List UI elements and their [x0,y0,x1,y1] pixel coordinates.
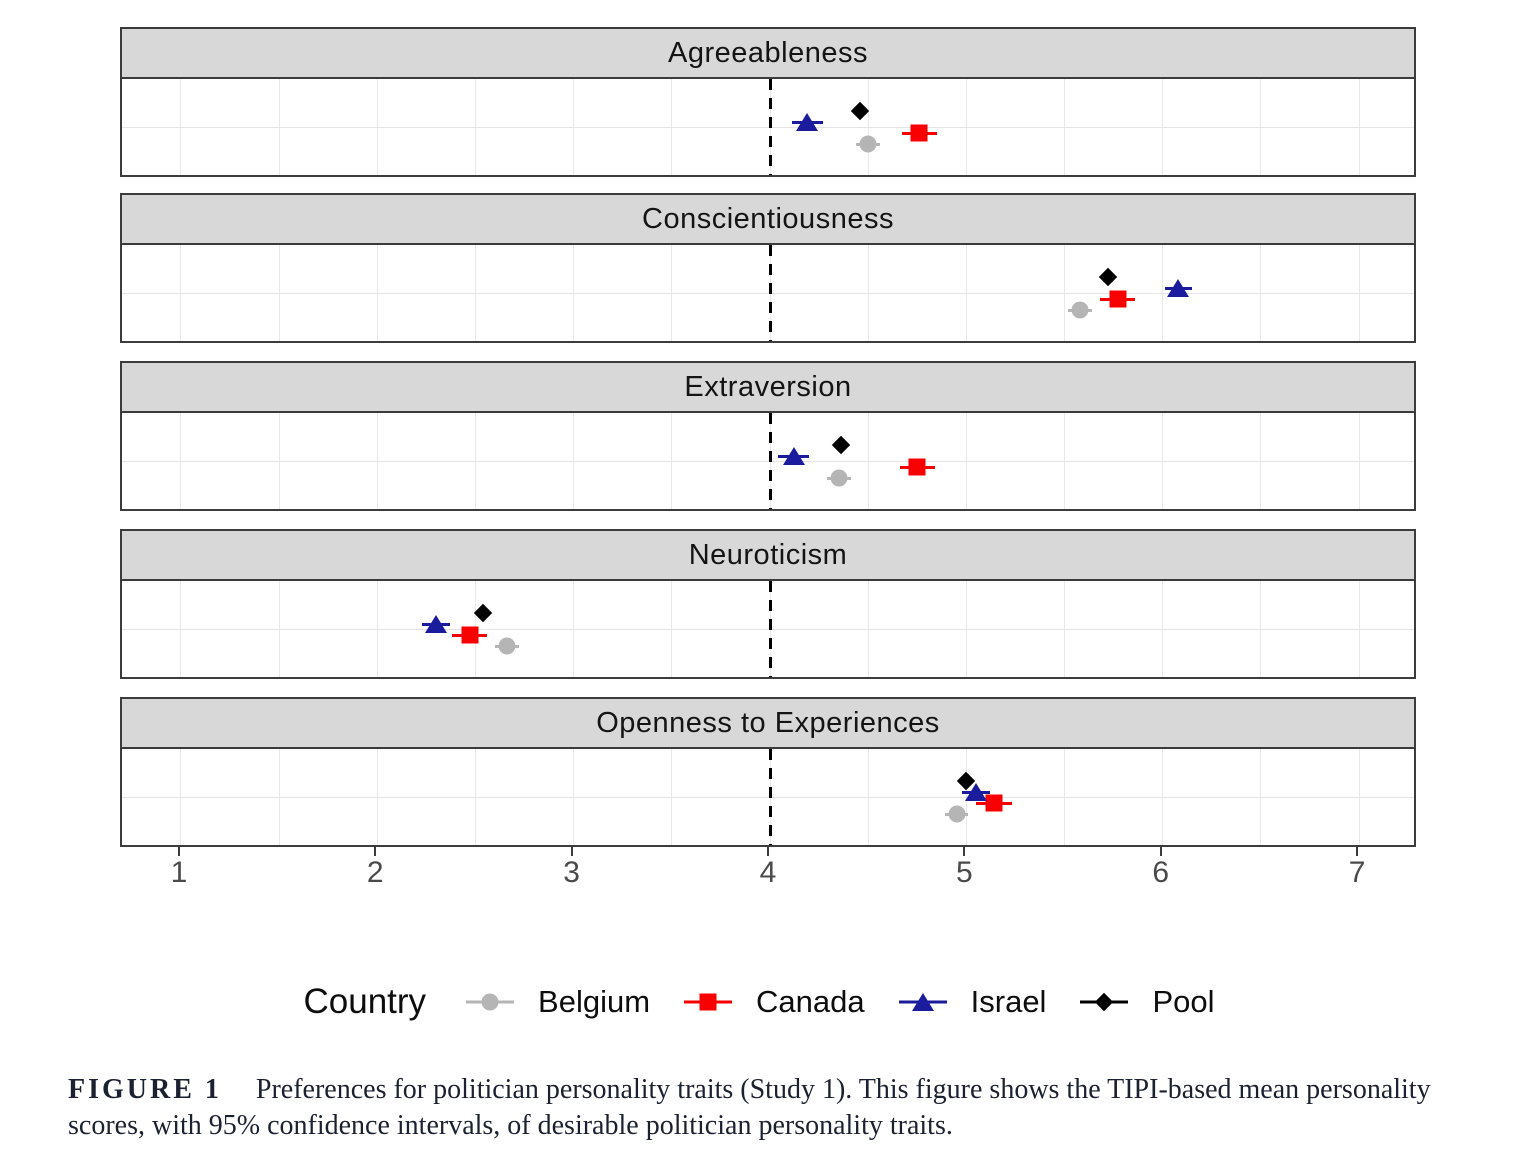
point-pool-neuroticism [474,603,493,623]
point-belgium-openness-to-experiences [948,805,966,823]
x-axis-tick-6 [1159,847,1162,856]
figure-caption: FIGURE 1 Preferences for politician perso… [68,1072,1458,1143]
point-belgium-neuroticism [498,637,516,655]
facet-strip-extraversion: Extraversion [120,361,1416,413]
point-canada-neuroticism [461,626,479,644]
facet-strip-conscientiousness: Conscientiousness [120,193,1416,245]
legend-label-belgium: Belgium [538,984,651,1019]
legend-marker-belgium [481,993,499,1011]
gridline-horizontal [122,293,1414,294]
point-canada-openness-to-experiences [985,794,1003,812]
legend-marker-pool [1095,992,1114,1012]
point-canada-extraversion [908,458,926,476]
x-axis-label-1: 1 [170,856,188,889]
facet-title: Openness to Experiences [596,706,940,739]
legend-label-israel: Israel [970,984,1047,1019]
x-axis-label-2: 2 [366,856,384,889]
reference-line-4 [768,581,772,677]
legend-marker-canada [699,993,717,1011]
point-belgium-conscientiousness [1071,301,1089,319]
facet-panel-neuroticism [120,581,1416,679]
legend-label-pool: Pool [1152,984,1215,1019]
facet-panel-openness-to-experiences [120,749,1416,847]
point-israel-conscientiousness [1167,279,1190,297]
israel-triangle-icon [898,985,947,1019]
facet-panel-agreeableness [120,79,1416,177]
gridline-horizontal [122,461,1414,462]
gridline-horizontal [122,797,1414,798]
facet-strip-openness-to-experiences: Openness to Experiences [120,697,1416,749]
point-canada-agreeableness [910,124,928,142]
point-pool-conscientiousness [1098,267,1117,287]
x-axis-label-6: 6 [1152,856,1170,889]
facet-panel-extraversion [120,413,1416,511]
point-israel-neuroticism [425,615,448,633]
facet-title: Conscientiousness [642,202,894,235]
legend-item-pool: Pool [1080,984,1215,1020]
reference-line-4 [768,79,772,175]
gridline-horizontal [122,629,1414,630]
facet-panel-conscientiousness [120,245,1416,343]
x-axis-tick-4 [767,847,769,856]
x-axis-tick-1 [177,847,180,856]
point-israel-agreeableness [796,113,819,131]
facet-title: Neuroticism [688,538,848,571]
facet-strip-neuroticism: Neuroticism [120,529,1416,581]
figure-caption-label: FIGURE 1 [68,1074,222,1105]
point-israel-extraversion [782,447,805,465]
legend: Country Belgium Canada Israel Pool [0,972,1518,1032]
facet-title: Agreeableness [668,36,868,69]
gridline-horizontal [122,127,1414,128]
facet-strip-agreeableness: Agreeableness [120,27,1416,79]
x-axis-tick-7 [1356,847,1359,856]
x-axis-label-5: 5 [956,856,973,889]
legend-item-israel: Israel [898,984,1047,1020]
legend-item-canada: Canada [684,984,865,1020]
reference-line-4 [768,749,772,845]
faceted-dot-plot: Agreeableness Conscientiousness Extraversi… [120,27,1416,889]
x-axis-tick-3 [570,847,573,856]
legend-marker-israel [911,993,934,1011]
figure-caption-text: Preferences for politician personality t… [68,1074,1431,1141]
point-pool-extraversion [831,435,850,455]
pool-diamond-icon [1080,985,1129,1019]
x-axis-label-4: 4 [759,856,777,889]
x-axis-label-3: 3 [563,856,580,889]
x-axis-tick-2 [374,847,377,856]
belgium-circle-icon [466,985,515,1019]
legend-label-canada: Canada [756,984,865,1019]
x-axis-label-7: 7 [1348,856,1366,889]
point-belgium-agreeableness [859,135,877,153]
reference-line-4 [768,413,772,509]
legend-title: Country [303,982,427,1021]
canada-square-icon [684,985,733,1019]
point-canada-conscientiousness [1109,290,1127,308]
x-axis-tick-5 [963,847,966,856]
legend-item-belgium: Belgium [466,984,650,1020]
point-belgium-extraversion [830,469,848,487]
point-israel-openness-to-experiences [965,783,988,801]
facet-title: Extraversion [684,370,852,403]
reference-line-4 [768,245,772,341]
